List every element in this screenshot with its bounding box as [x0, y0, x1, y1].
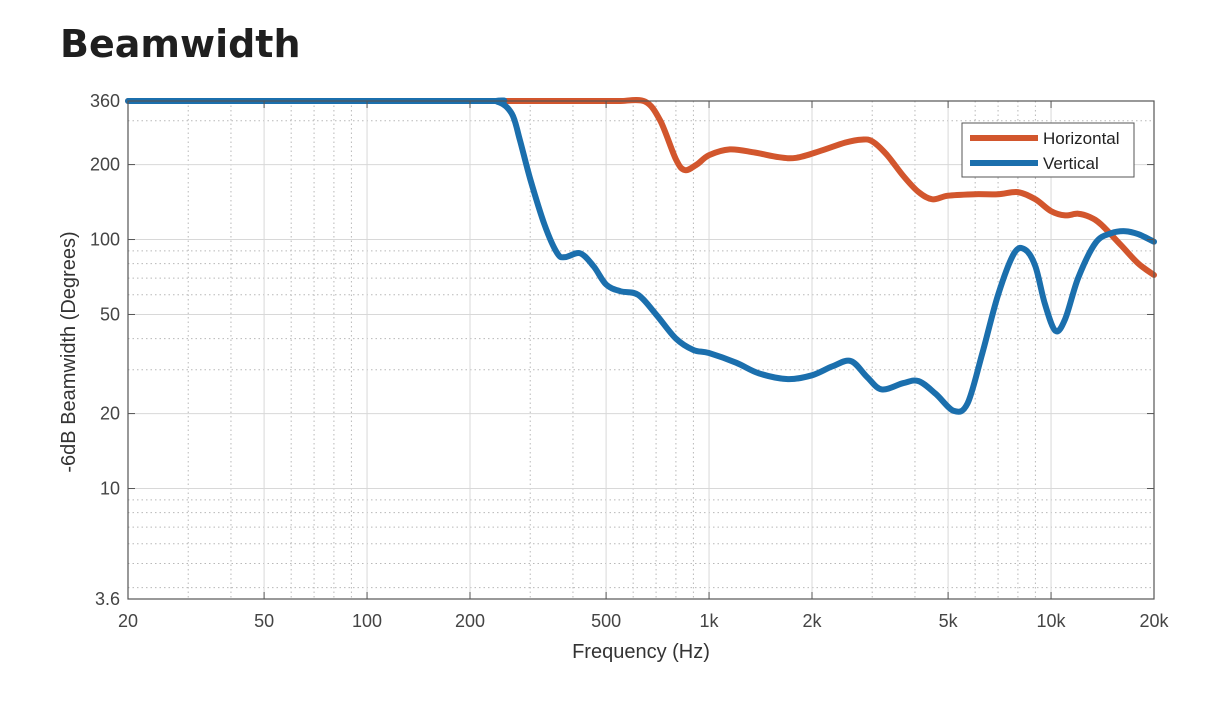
y-tick-label: 3.6	[95, 589, 120, 609]
tick-labels: 20 50 100 200 500 1k 2k 5k 10k 20k 3.6 10 20 50 100 200…	[90, 91, 1170, 631]
y-axis-label: -6dB Beamwidth (Degrees)	[58, 231, 80, 472]
series-lines	[125, 96, 1157, 415]
x-tick-label: 1k	[700, 611, 720, 631]
x-tick-label: 5k	[939, 611, 959, 631]
y-tick-label: 100	[90, 230, 120, 250]
x-tick-label: 500	[591, 611, 621, 631]
series-line-horizontal	[125, 96, 1157, 278]
x-tick-label: 100	[352, 611, 382, 631]
x-tick-label: 10k	[1037, 611, 1067, 631]
y-tick-label: 10	[100, 479, 120, 499]
series-line-vertical	[125, 97, 1157, 415]
x-tick-label: 2k	[802, 611, 822, 631]
y-tick-label: 50	[100, 304, 120, 324]
legend: Horizontal Vertical	[961, 122, 1135, 178]
axis-ticks	[127, 100, 1155, 600]
x-tick-label: 20	[118, 611, 138, 631]
y-tick-label: 20	[100, 404, 120, 424]
grid	[128, 101, 1154, 599]
plot-border	[127, 100, 1155, 600]
chart-title: Beamwidth	[60, 22, 301, 66]
y-tick-label: 360	[90, 91, 120, 111]
legend-label-horizontal: Horizontal	[1043, 129, 1120, 148]
x-axis-label: Frequency (Hz)	[572, 641, 710, 663]
x-tick-label: 20k	[1139, 611, 1169, 631]
legend-box	[961, 122, 1135, 178]
x-tick-label: 50	[254, 611, 274, 631]
legend-label-vertical: Vertical	[1043, 154, 1099, 173]
x-tick-label: 200	[455, 611, 485, 631]
y-tick-label: 200	[90, 155, 120, 175]
